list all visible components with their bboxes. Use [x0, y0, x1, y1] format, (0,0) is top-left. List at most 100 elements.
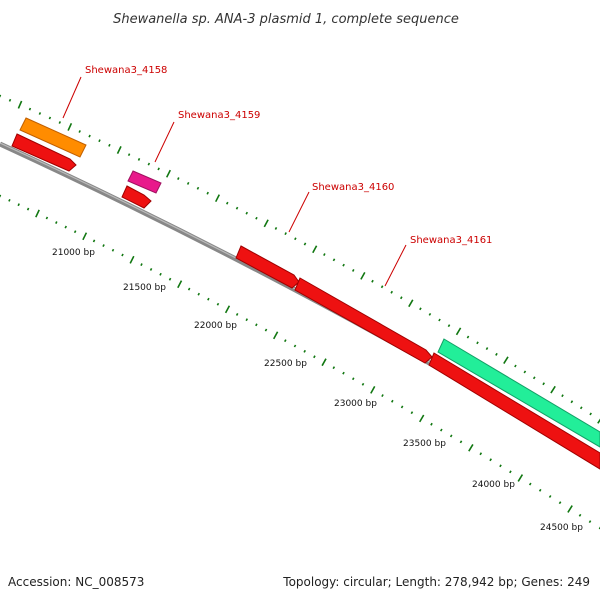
minor-tick	[127, 153, 131, 157]
minor-tick	[578, 513, 582, 517]
minor-tick	[159, 272, 162, 276]
minor-tick	[440, 428, 443, 432]
minor-tick	[514, 364, 517, 368]
minor-tick	[438, 318, 441, 322]
minor-tick	[225, 201, 229, 205]
minor-tick	[479, 452, 483, 456]
minor-tick	[78, 130, 81, 133]
callout-line	[62, 76, 82, 119]
position-label: 23000 bp	[334, 399, 377, 409]
minor-tick	[323, 253, 326, 256]
minor-tick	[197, 292, 201, 296]
gene-feature-orange[interactable]	[19, 117, 87, 158]
callout-line	[288, 191, 310, 233]
major-tick	[177, 280, 183, 289]
minor-tick	[26, 207, 30, 211]
minor-tick	[351, 269, 355, 272]
minor-tick	[558, 501, 562, 505]
minor-tick	[476, 341, 479, 345]
major-tick	[312, 245, 318, 254]
minor-tick	[92, 239, 96, 243]
major-tick	[321, 358, 327, 367]
minor-tick	[0, 194, 2, 198]
major-tick	[360, 272, 366, 280]
minor-tick	[274, 227, 278, 230]
minor-tick	[168, 277, 172, 281]
gene-label-4161[interactable]: Shewana3_4161	[410, 235, 492, 246]
minor-tick	[466, 335, 470, 339]
gene-feature-4159[interactable]	[121, 185, 152, 209]
minor-tick	[342, 371, 345, 375]
minor-tick	[391, 399, 394, 403]
gene-label-4158[interactable]: Shewana3_4158	[85, 65, 167, 76]
gene-callout-4160[interactable]: Shewana3_4160	[288, 182, 394, 233]
minor-tick	[45, 216, 49, 220]
major-tick	[224, 305, 231, 314]
minor-tick	[235, 206, 239, 210]
minor-tick	[548, 495, 552, 498]
minor-tick	[0, 94, 2, 98]
minor-tick	[351, 377, 355, 381]
major-tick	[503, 356, 509, 365]
minor-tick	[8, 198, 11, 202]
gene-feature-4158[interactable]	[11, 133, 77, 172]
minor-tick	[410, 411, 414, 415]
major-tick	[214, 194, 221, 203]
gene-feature-magenta[interactable]	[127, 170, 162, 194]
minor-tick	[509, 470, 512, 474]
major-tick	[468, 443, 474, 452]
minor-tick	[186, 181, 190, 185]
feature-track	[11, 117, 600, 470]
minor-tick	[17, 203, 20, 207]
minor-tick	[196, 186, 200, 190]
minor-tick	[447, 324, 451, 328]
position-label: 22000 bp	[194, 321, 237, 331]
major-tick	[165, 169, 172, 178]
position-scale: 21000 bp 21500 bp 22000 bp 22500 bp 2300…	[52, 248, 583, 533]
gene-callout-4159[interactable]: Shewana3_4159	[154, 110, 260, 163]
position-label: 21500 bp	[123, 283, 166, 293]
position-label: 24000 bp	[472, 480, 515, 490]
minor-tick	[157, 167, 160, 171]
gene-feature-red-long[interactable]	[428, 352, 600, 470]
gene-label-4159[interactable]: Shewana3_4159	[178, 110, 260, 121]
minor-tick	[489, 458, 492, 462]
minor-tick	[216, 302, 220, 306]
minor-tick	[303, 242, 307, 246]
gene-feature-4160[interactable]	[235, 245, 300, 289]
minor-tick	[64, 225, 68, 229]
major-tick	[272, 331, 279, 340]
minor-tick	[293, 344, 297, 348]
minor-tick	[532, 376, 536, 380]
gene-label-4160[interactable]: Shewana3_4160	[312, 182, 394, 193]
minor-tick	[294, 237, 297, 241]
gene-callout-4158[interactable]: Shewana3_4158	[62, 65, 167, 119]
minor-tick	[570, 400, 574, 404]
minor-tick	[88, 134, 91, 138]
minor-tick	[589, 412, 592, 416]
minor-tick	[55, 221, 58, 224]
minor-tick	[264, 328, 268, 332]
minor-tick	[485, 347, 489, 350]
minor-tick	[400, 405, 404, 409]
minor-tick	[579, 406, 583, 410]
gene-callout-4161[interactable]: Shewana3_4161	[384, 235, 492, 287]
minor-tick	[58, 121, 62, 124]
position-label: 24500 bp	[540, 523, 583, 533]
gene-feature-teal[interactable]	[437, 338, 600, 448]
minor-tick	[428, 312, 432, 316]
minor-tick	[459, 440, 463, 444]
minor-tick	[495, 352, 498, 356]
minor-tick	[102, 244, 105, 247]
gene-feature-4161[interactable]	[294, 277, 433, 364]
minor-tick	[255, 216, 258, 220]
minor-tick	[523, 370, 527, 374]
position-label: 21000 bp	[52, 248, 95, 258]
major-tick	[82, 232, 88, 241]
minor-tick	[177, 177, 180, 180]
minor-tick	[400, 296, 403, 300]
major-tick	[517, 474, 524, 482]
minor-tick	[255, 323, 258, 327]
minor-tick	[390, 290, 393, 294]
minor-tick	[430, 422, 433, 426]
